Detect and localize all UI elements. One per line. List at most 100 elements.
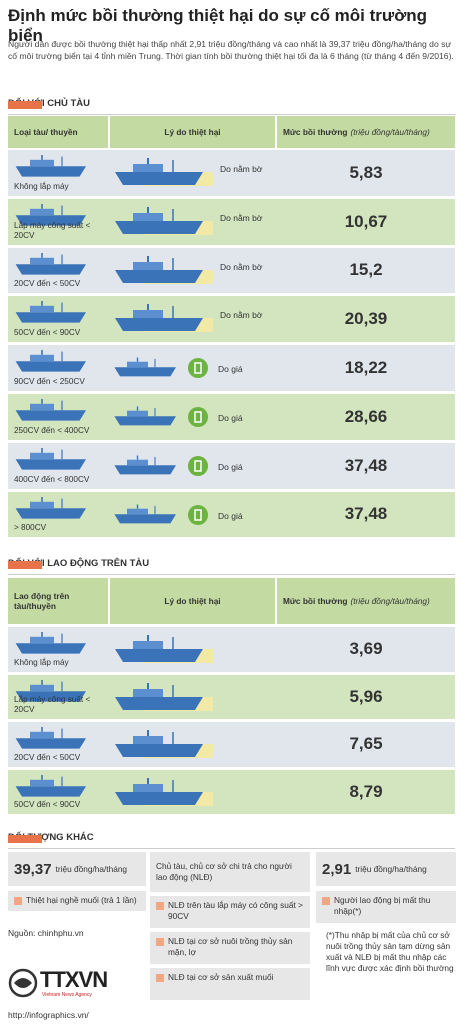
money-icon [188, 455, 208, 476]
intro: Người dân được bồi thường thiệt hại thấp… [8, 39, 454, 61]
reason-icon [113, 255, 213, 286]
ship-type: 50CV đến < 90CV [14, 800, 81, 809]
table-row: 50CV đến < 90CV 8,79 [8, 769, 455, 814]
table-row: 90CV đến < 250CV Do giá 18,22 [8, 345, 455, 391]
table-row: 50CV đến < 90CV Do nằm bờ 20,39 [8, 296, 455, 343]
table-row: Lắp máy công suất < 20CV 5,96 [8, 674, 455, 719]
summary-box: 2,91 triệu đồng/ha/tháng [316, 852, 456, 886]
unit: (triệu đồng/tàu/tháng) [350, 596, 430, 606]
item: NLĐ trên tàu lắp máy có công suất > 90CV [150, 896, 310, 928]
type-icon [14, 152, 94, 187]
type-icon [14, 677, 94, 712]
logo-icon [8, 968, 38, 998]
amount: 2,91 [322, 860, 352, 878]
type-icon [14, 445, 94, 480]
column-header: Mức bồi thường (triệu đồng/tàu/tháng) [277, 578, 455, 624]
amount: 18,22 [344, 358, 388, 378]
ship-type: Không lắp máy [14, 181, 69, 191]
column-header: Loại tàu/ thuyền [8, 116, 108, 148]
type-icon [14, 298, 94, 333]
table-row: 20CV đến < 50CV Do nằm bờ 15,2 [8, 247, 455, 294]
unit: (triệu đồng/tàu/tháng) [350, 127, 430, 137]
table-row: > 800CV Do giá 37,48 [8, 491, 455, 538]
amount: 39,37 [14, 860, 52, 878]
ship-type: 50CV đến < 90CV [14, 328, 81, 338]
ship-icon [114, 455, 176, 475]
type-icon [14, 724, 94, 759]
ship-icon [15, 447, 87, 470]
amount: 37,48 [344, 455, 388, 475]
note: (*)Thu nhập bị mất của chủ cơ sở nuôi tr… [326, 930, 454, 973]
ship-icon [114, 357, 176, 377]
ship-type: 400CV đến < 800CV [14, 474, 90, 484]
ship-icon [15, 496, 87, 519]
section-title: ĐỐI VỚI LAO ĐỘNG TRÊN TÀU [8, 558, 150, 569]
money-icon [188, 407, 208, 427]
ship-icon [115, 635, 213, 663]
item: Thiệt hại nghề muối (trả 1 lần) [8, 891, 146, 911]
table-row: 20CV đến < 50CV 7,65 [8, 722, 455, 767]
type-icon [14, 494, 94, 529]
amount: 3,69 [349, 639, 383, 659]
agency: Vietnam News Agency [42, 992, 92, 998]
ship-icon [15, 350, 87, 372]
reason: Do nằm bờ [220, 164, 263, 174]
type-icon [14, 347, 94, 382]
reason-icon [113, 682, 213, 713]
amount: 5,96 [349, 686, 383, 706]
ship-icon [15, 679, 87, 702]
table-row: Không lắp máy 3,69 [8, 627, 455, 672]
reason: Do giá [218, 413, 243, 423]
item: NLĐ tại cơ sở sản xuất muối [150, 968, 310, 1000]
ship-type: 20CV đến < 50CV [14, 752, 81, 762]
ship-icon [15, 727, 87, 749]
reason: Do giá [218, 510, 243, 521]
ship-icon [115, 158, 213, 186]
reason-icon [113, 730, 213, 760]
column-header: Lý do thiệt hại [110, 116, 275, 148]
ship-icon [115, 255, 213, 284]
type-icon [14, 201, 94, 236]
reason: Do nằm bờ [220, 310, 263, 321]
ship-icon [15, 155, 87, 177]
reason-icon [113, 451, 209, 481]
ship-type: 90CV đến < 250CV [14, 376, 85, 386]
ship-type: Không lắp máy [14, 657, 69, 667]
ship-type: Lắp máy công suất < 20CV [14, 695, 91, 714]
table-row: Không lắp máy Do nằm bờ 5,83 [8, 150, 455, 196]
ship-icon [115, 777, 213, 806]
ship-type: Lắp máy công suất < 20CV [14, 220, 91, 240]
table-row: 250CV đến < 400CV Do giá 28,66 [8, 394, 455, 440]
ship-icon [15, 399, 87, 421]
ship-icon [115, 206, 213, 235]
reason-icon [113, 158, 213, 188]
ship-icon [15, 632, 87, 654]
amount: 15,2 [349, 260, 383, 280]
ship-type: 250CV đến < 400CV [14, 425, 90, 435]
ship-icon [115, 682, 213, 711]
summary-box: 39,37 triệu đồng/ha/tháng [8, 852, 146, 886]
column-header: Mức bồi thường (triệu đồng/tàu/tháng) [277, 116, 455, 148]
amount: 5,83 [349, 162, 383, 182]
url: http://infographics.vn/ [8, 1010, 89, 1020]
item: NLĐ tại cơ sở nuôi trồng thủy sản mặn, l… [150, 932, 310, 964]
ship-icon [114, 406, 176, 426]
type-icon [14, 396, 94, 431]
money-icon [188, 504, 208, 525]
payer: Chủ tàu, chủ cơ sở chi trả cho người lao… [156, 861, 292, 882]
reason: Do giá [218, 461, 243, 472]
ship-icon [115, 304, 213, 333]
reason: Do nằm bờ [220, 261, 263, 272]
type-icon [14, 772, 94, 807]
amount: 7,65 [349, 734, 383, 754]
logo: TTXVN [40, 967, 108, 992]
item: Người lao động bị mất thu nhập(*) [316, 891, 456, 923]
money-icon [188, 358, 208, 379]
column-header-text: Mức bồi thường [283, 127, 348, 137]
type-icon [14, 250, 94, 285]
amount: 10,67 [344, 211, 388, 231]
column-header: Lao động trên tàu/thuyền [8, 578, 108, 624]
column-header-text: Mức bồi thường [283, 596, 348, 606]
reason-icon [113, 635, 213, 665]
reason-icon [113, 353, 209, 383]
